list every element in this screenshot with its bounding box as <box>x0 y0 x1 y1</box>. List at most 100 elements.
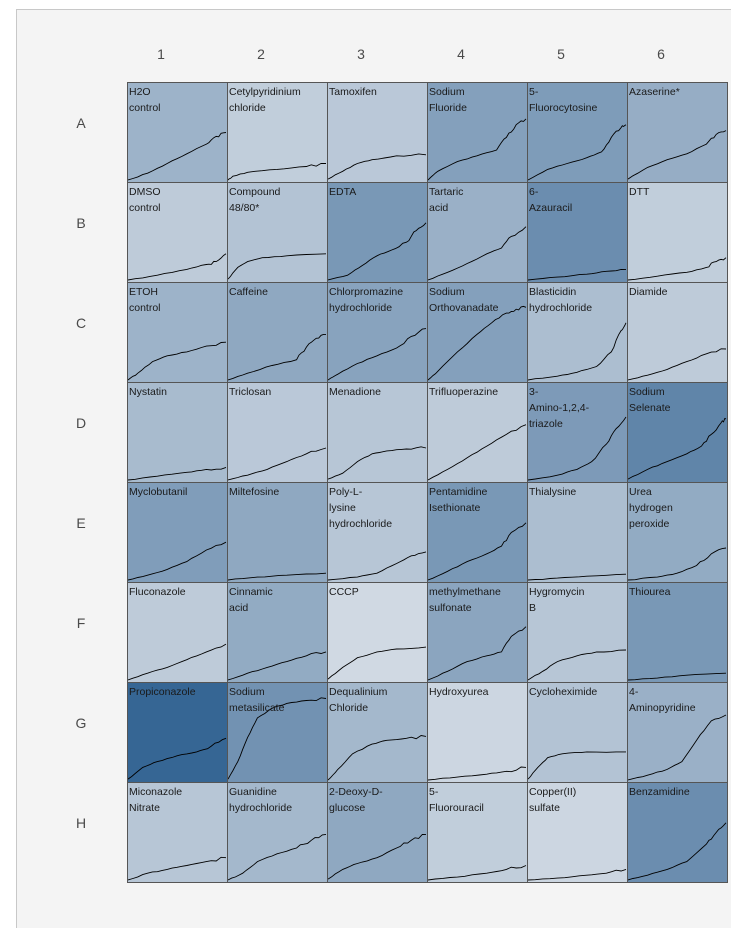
growth-curve-svg <box>628 348 727 381</box>
growth-curve-svg <box>528 416 627 481</box>
well-name-B6: DTT <box>629 186 650 198</box>
well-E3: Poly-L- lysine hydrochloride <box>328 483 427 582</box>
well-name-F4: methylmethane sulfonate <box>429 586 501 614</box>
well-name-E6: Urea hydrogen peroxide <box>629 486 673 530</box>
growth-curve-svg <box>228 253 327 280</box>
well-E1: Myclobutanil <box>128 483 227 582</box>
well-name-E2: Miltefosine <box>229 486 280 498</box>
row-label-C: C <box>75 315 87 331</box>
well-name-E1: Myclobutanil <box>129 486 188 498</box>
well-B5: 6- Azauracil <box>528 183 627 282</box>
growth-curve-svg <box>228 833 327 881</box>
growth-curve-G4 <box>428 766 527 781</box>
well-G4: Hydroxyurea <box>428 683 527 782</box>
growth-curve-svg <box>128 341 227 381</box>
well-name-A5: 5- Fluorocytosine <box>529 86 598 114</box>
well-C6: Diamide <box>628 283 727 382</box>
growth-curve-svg <box>428 424 527 481</box>
growth-curve-svg <box>628 672 727 681</box>
row-label-D: D <box>75 415 87 431</box>
well-name-B1: DMSO control <box>129 186 161 214</box>
growth-curve-svg <box>328 735 427 781</box>
growth-curve-svg <box>528 868 627 881</box>
well-name-C3: Chlorpromazine hydrochloride <box>329 286 404 314</box>
well-name-H4: 5- Fluorouracil <box>429 786 484 814</box>
row-label-A: A <box>76 115 86 131</box>
well-name-H1: Miconazole Nitrate <box>129 786 183 814</box>
growth-curve-G3 <box>328 735 427 781</box>
growth-curve-svg <box>128 856 227 881</box>
well-B2: Compound 48/80* <box>228 183 327 282</box>
well-B1: DMSO control <box>128 183 227 282</box>
well-C3: Chlorpromazine hydrochloride <box>328 283 427 382</box>
growth-curve-H3 <box>328 833 427 880</box>
growth-curve-svg <box>328 446 427 480</box>
well-name-F5: Hygromycin B <box>529 586 585 614</box>
well-name-C1: ETOH control <box>129 286 161 314</box>
well-G3: Dequalinium Chloride <box>328 683 427 782</box>
well-G2: Sodium metasilicate <box>228 683 327 782</box>
growth-curve-svg <box>228 447 327 481</box>
well-name-A2: Cetylpyridinium chloride <box>229 86 301 114</box>
well-E4: Pentamidine Isethionate <box>428 483 527 582</box>
growth-curve-svg <box>328 551 427 581</box>
well-G5: Cycloheximide <box>528 683 627 782</box>
well-A1: H2O control <box>128 83 227 182</box>
well-name-B2: Compound 48/80* <box>229 186 281 214</box>
well-E6: Urea hydrogen peroxide <box>628 483 727 582</box>
growth-curve-svg <box>228 162 327 181</box>
growth-curve-C6 <box>628 348 727 381</box>
well-name-A4: Sodium Fluoride <box>429 86 467 114</box>
growth-curve-D6 <box>628 417 727 480</box>
growth-curve-D2 <box>228 447 327 481</box>
growth-curve-svg <box>328 833 427 880</box>
growth-curve-B3 <box>328 222 427 281</box>
growth-curve-B2 <box>228 253 327 280</box>
growth-curve-svg <box>328 222 427 281</box>
growth-curve-C4 <box>428 305 527 381</box>
well-D1: Nystatin <box>128 383 227 482</box>
column-label-6: 6 <box>657 46 665 62</box>
growth-curve-svg <box>428 865 527 881</box>
growth-curve-E3 <box>328 551 427 581</box>
well-F2: Cinnamic acid <box>228 583 327 682</box>
well-name-E5: Thialysine <box>529 486 577 498</box>
row-label-B: B <box>76 215 86 231</box>
growth-curve-E4 <box>428 522 527 581</box>
well-name-D4: Trifluoperazine <box>429 386 499 398</box>
well-name-C5: Blasticidin hydrochloride <box>529 286 593 314</box>
well-name-G4: Hydroxyurea <box>429 686 489 698</box>
growth-curve-svg <box>628 714 727 781</box>
growth-curve-A1 <box>128 132 227 181</box>
well-name-D6: Sodium Selenate <box>629 386 671 414</box>
growth-curve-svg <box>128 466 227 481</box>
well-name-G1: Propiconazole <box>129 686 196 698</box>
growth-curve-H2 <box>228 833 327 881</box>
growth-curve-A3 <box>328 153 427 180</box>
growth-curve-svg <box>128 643 227 681</box>
growth-curve-E2 <box>228 572 327 581</box>
well-C4: Sodium Orthovanadate <box>428 283 527 382</box>
growth-curve-D4 <box>428 424 527 481</box>
well-name-A6: Azaserine* <box>629 86 680 98</box>
well-G6: 4- Aminopyridine <box>628 683 727 782</box>
well-F4: methylmethane sulfonate <box>428 583 527 682</box>
column-label-2: 2 <box>257 46 265 62</box>
well-E5: Thialysine <box>528 483 627 582</box>
well-name-H2: Guanidine hydrochloride <box>229 786 293 814</box>
column-label-4: 4 <box>457 46 465 62</box>
growth-curve-G2 <box>228 697 327 780</box>
well-F5: Hygromycin B <box>528 583 627 682</box>
growth-curve-svg <box>528 649 627 681</box>
growth-curve-A4 <box>428 118 527 181</box>
well-grid: H2O control Cetylpyridinium chloride Tamox… <box>127 82 728 883</box>
growth-curve-svg <box>228 697 327 780</box>
growth-curve-svg <box>628 257 727 281</box>
well-A3: Tamoxifen <box>328 83 427 182</box>
well-G1: Propiconazole <box>128 683 227 782</box>
growth-curve-svg <box>628 822 727 881</box>
growth-curve-svg <box>128 737 227 780</box>
well-name-D1: Nystatin <box>129 386 167 398</box>
well-name-D2: Triclosan <box>229 386 272 398</box>
well-F6: Thiourea <box>628 583 727 682</box>
